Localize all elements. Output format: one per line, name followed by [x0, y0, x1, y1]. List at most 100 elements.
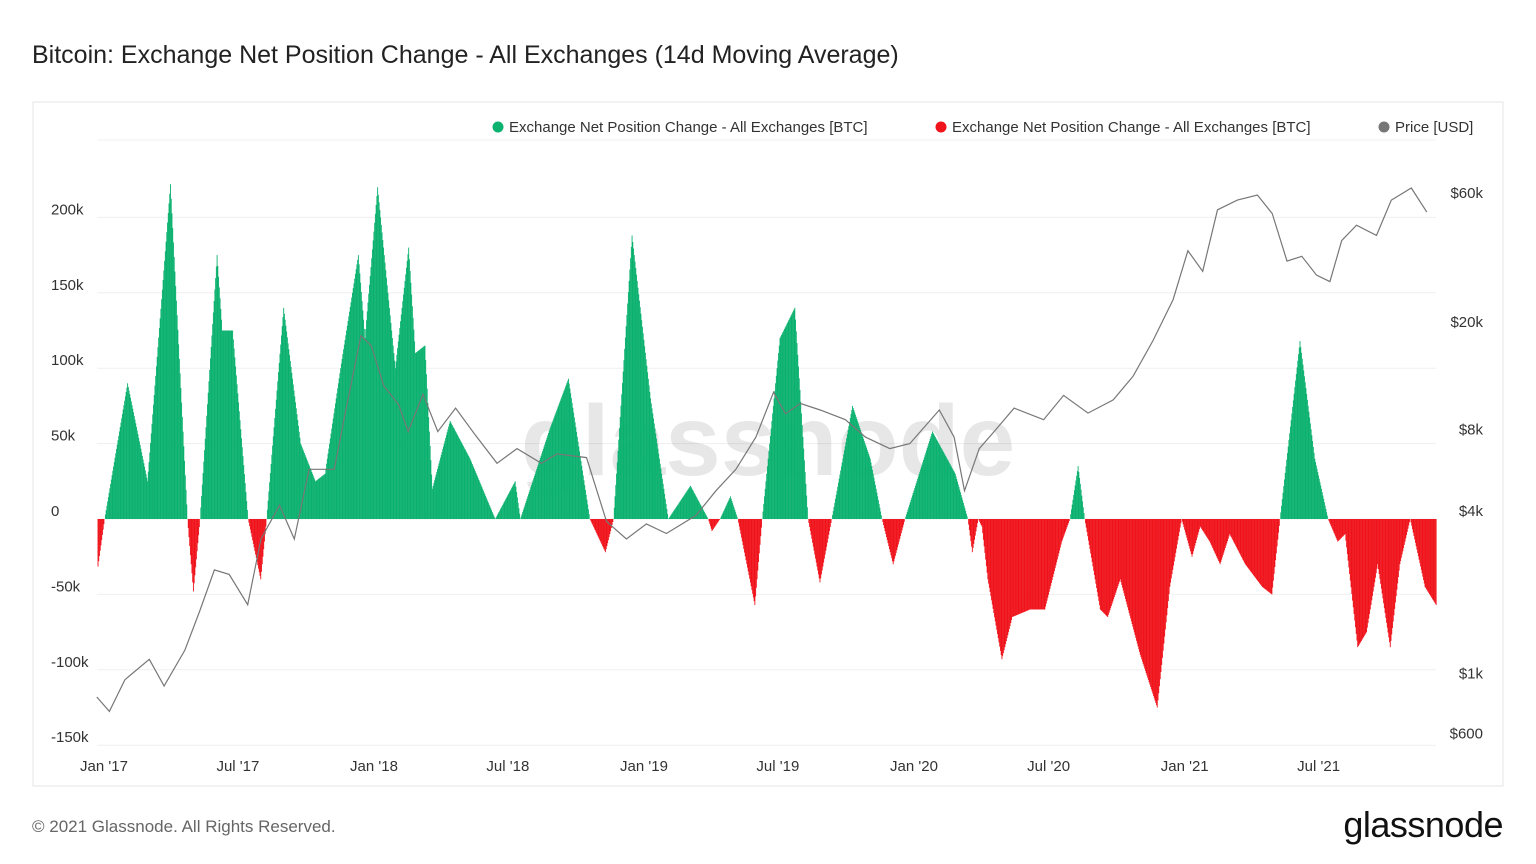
bar-positive — [238, 402, 239, 519]
bar-positive — [1073, 490, 1075, 519]
bar-negative — [1207, 519, 1209, 540]
y-right-tick-label: $20k — [1450, 314, 1483, 331]
bar-positive — [471, 464, 473, 519]
bar-negative — [830, 519, 832, 523]
bar-positive — [766, 473, 768, 519]
bar-positive — [379, 209, 381, 520]
bar-negative — [982, 519, 984, 540]
bar-negative — [1018, 519, 1020, 615]
bar-negative — [1108, 519, 1110, 613]
bar-negative — [1246, 519, 1248, 567]
bar-negative — [1416, 519, 1418, 550]
bar-positive — [447, 429, 449, 519]
bar-positive — [880, 511, 882, 519]
legend-item-price[interactable]: Price [USD] — [1378, 119, 1474, 136]
bar-positive — [678, 503, 680, 519]
bar-positive — [658, 453, 660, 519]
bar-negative — [1244, 519, 1246, 565]
bar-negative — [968, 519, 970, 531]
bar-negative — [1275, 519, 1277, 561]
legend-item-net-position-positive[interactable]: Exchange Net Position Change - All Excha… — [492, 119, 868, 136]
bar-negative — [1113, 519, 1115, 600]
bar-positive — [530, 487, 532, 519]
bar-positive — [653, 423, 655, 519]
bar-positive — [501, 506, 503, 519]
bar-negative — [259, 519, 261, 576]
bar-negative — [1205, 519, 1207, 536]
bar-positive — [697, 499, 699, 519]
bar-negative — [1271, 519, 1273, 595]
bar-negative — [1335, 519, 1337, 539]
bar-positive — [460, 440, 461, 519]
bar-negative — [248, 519, 250, 523]
x-tick-label: Jan '21 — [1161, 758, 1209, 775]
bar-positive — [311, 471, 313, 520]
bar-positive — [181, 402, 183, 519]
bar-positive — [780, 336, 782, 519]
bar-positive — [512, 485, 514, 519]
bar-negative — [1364, 519, 1366, 635]
price-line — [96, 187, 1428, 713]
bar-negative — [816, 519, 818, 567]
bar-negative — [1172, 519, 1174, 570]
bar-positive — [108, 492, 110, 519]
bar-negative — [1383, 519, 1385, 609]
bar-negative — [738, 519, 740, 523]
bar-positive — [300, 443, 302, 519]
bar-positive — [554, 414, 556, 519]
bar-negative — [1266, 519, 1268, 591]
bar-negative — [1383, 519, 1385, 604]
bar-positive — [420, 349, 421, 519]
bar-negative — [1184, 519, 1186, 530]
bar-negative — [1045, 519, 1047, 607]
bar-positive — [946, 457, 947, 519]
bar-positive — [455, 432, 457, 519]
bar-negative — [1352, 519, 1353, 601]
bar-positive — [779, 338, 781, 519]
bar-negative — [1378, 519, 1380, 574]
bar-negative — [1431, 519, 1433, 598]
bar-negative — [747, 519, 749, 572]
bar-positive — [472, 465, 474, 519]
bar-positive — [135, 423, 137, 519]
bar-positive — [877, 496, 879, 519]
bar-negative — [1053, 519, 1055, 572]
bar-negative — [1199, 519, 1201, 527]
bar-positive — [489, 506, 491, 519]
bar-positive — [159, 318, 161, 519]
bar-positive — [427, 402, 429, 519]
bar-positive — [281, 335, 282, 519]
bar-negative — [1043, 519, 1045, 610]
bar-positive — [219, 298, 221, 519]
bar-negative — [1209, 519, 1211, 542]
bar-negative — [809, 519, 811, 531]
bar-negative — [985, 519, 987, 567]
bar-negative — [1424, 519, 1426, 587]
bar-positive — [179, 373, 181, 519]
bar-positive — [522, 509, 524, 519]
bar-positive — [384, 262, 386, 519]
bar-positive — [345, 335, 347, 519]
bar-positive — [956, 479, 958, 519]
bar-positive — [630, 258, 632, 519]
bar-negative — [1101, 519, 1103, 611]
bar-negative — [1343, 519, 1345, 536]
bar-positive — [644, 352, 646, 519]
bar-negative — [1119, 519, 1120, 582]
bar-positive — [374, 213, 376, 519]
bar-positive — [463, 447, 465, 519]
bar-negative — [1115, 519, 1117, 593]
bar-positive — [363, 319, 365, 519]
bar-positive — [1077, 466, 1079, 519]
bar-negative — [1183, 519, 1185, 528]
bar-negative — [1238, 519, 1240, 552]
bar-positive — [113, 462, 115, 519]
bar-positive — [681, 499, 683, 519]
bar-negative — [195, 519, 197, 568]
bar-negative — [1329, 519, 1331, 525]
bar-negative — [1060, 519, 1062, 545]
bar-positive — [325, 468, 327, 519]
bar-negative — [1020, 519, 1022, 614]
legend-item-net-position-negative[interactable]: Exchange Net Position Change - All Excha… — [935, 119, 1311, 136]
bar-negative — [716, 519, 718, 524]
